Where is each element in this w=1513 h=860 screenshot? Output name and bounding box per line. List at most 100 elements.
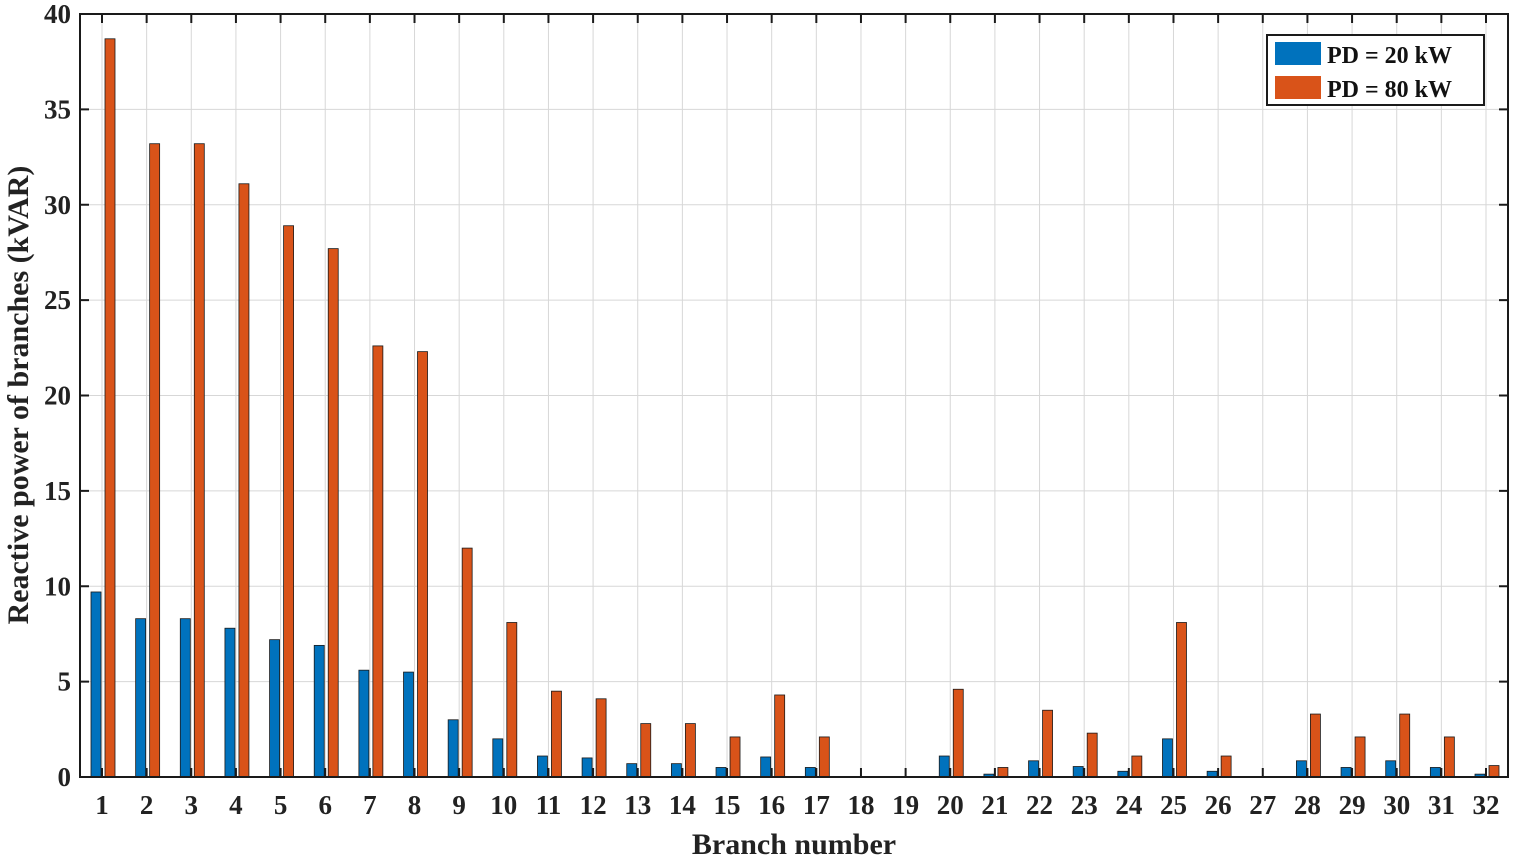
y-tick-label: 0 [58, 762, 72, 792]
bar-series-1-branch-2 [135, 618, 147, 778]
x-tick-label: 8 [408, 790, 422, 820]
bar-series-2-branch-21 [997, 767, 1009, 778]
x-tick-label: 2 [140, 790, 154, 820]
bar-series-2-branch-15 [729, 736, 741, 778]
bar-series-2-branch-23 [1086, 732, 1098, 778]
x-tick-label: 29 [1339, 790, 1366, 820]
x-tick-label: 32 [1473, 790, 1500, 820]
x-tick-label: 27 [1249, 790, 1276, 820]
bar-series-2-branch-1 [104, 38, 116, 778]
bar-series-1-branch-3 [179, 618, 191, 778]
bar-series-1-branch-28 [1296, 760, 1307, 778]
x-tick-label: 6 [318, 790, 332, 820]
bar-series-2-branch-6 [327, 248, 339, 778]
bar-series-2-branch-24 [1131, 755, 1143, 778]
y-tick-label: 10 [44, 571, 71, 601]
x-tick-label: 26 [1205, 790, 1232, 820]
bar-series-2-branch-32 [1488, 765, 1500, 778]
bar-series-1-branch-17 [804, 767, 816, 778]
bar-series-2-branch-29 [1354, 736, 1366, 778]
x-tick-label: 18 [847, 790, 874, 820]
bar-series-2-branch-25 [1176, 622, 1187, 778]
legend-label-series-2: PD = 80 kW [1327, 77, 1452, 103]
bar-series-2-branch-12 [595, 698, 607, 778]
y-tick-label: 15 [44, 476, 71, 506]
x-tick-label: 20 [937, 790, 964, 820]
legend-swatch-series-2 [1275, 76, 1321, 99]
bar-series-1-branch-13 [626, 763, 638, 778]
x-tick-label: 5 [274, 790, 288, 820]
bar-series-2-branch-5 [283, 225, 294, 778]
x-tick-label: 24 [1115, 790, 1142, 820]
bar-series-2-branch-26 [1220, 755, 1232, 778]
bar-series-2-branch-31 [1443, 736, 1455, 778]
x-tick-label: 9 [452, 790, 466, 820]
y-axis-label: Reactive power of branches (kVAR) [2, 166, 35, 625]
bar-series-1-branch-29 [1340, 767, 1352, 778]
y-tick-label: 20 [44, 381, 71, 411]
x-tick-label: 4 [229, 790, 243, 820]
bar-series-2-branch-11 [551, 690, 562, 778]
y-tick-label: 40 [44, 0, 71, 29]
bar-series-1-branch-7 [358, 669, 370, 778]
x-tick-label: 22 [1026, 790, 1053, 820]
bar-series-2-branch-8 [417, 351, 428, 778]
bar-series-1-branch-8 [403, 671, 414, 778]
bar-series-2-branch-16 [774, 694, 786, 778]
x-tick-label: 28 [1294, 790, 1321, 820]
bar-series-2-branch-13 [640, 723, 652, 778]
bar-series-1-branch-11 [537, 755, 548, 778]
bar-series-2-branch-20 [952, 688, 964, 778]
bar-series-2-branch-3 [193, 143, 205, 778]
x-tick-label: 30 [1383, 790, 1410, 820]
x-tick-label: 25 [1160, 790, 1187, 820]
x-tick-label: 10 [490, 790, 517, 820]
x-tick-label: 15 [714, 790, 741, 820]
x-tick-label: 3 [185, 790, 199, 820]
bar-series-1-branch-1 [90, 591, 102, 778]
bar-series-1-branch-6 [313, 644, 325, 778]
bar-series-2-branch-30 [1399, 713, 1411, 778]
x-axis-ticks: 1 2 3 4 5 6 7 8 9 10 11 12 13 14 15 16 17 18 19 20 21 22 23 24 2… [95, 14, 1500, 820]
bar-series-1-branch-14 [670, 763, 682, 778]
y-tick-label: 25 [44, 285, 71, 315]
y-axis-ticks: 0 5 10 15 20 25 30 35 40 [44, 0, 1508, 792]
bar-series-1-branch-12 [581, 757, 593, 778]
bar-series-1-branch-4 [224, 627, 236, 778]
bar-series-1-branch-5 [269, 639, 280, 778]
x-tick-label: 11 [536, 790, 562, 820]
x-tick-label: 12 [580, 790, 607, 820]
bar-series-1-branch-15 [715, 767, 727, 778]
bar-series-2-branch-28 [1310, 713, 1321, 778]
legend-swatch-series-1 [1275, 42, 1321, 65]
bar-series-2-branch-7 [372, 345, 384, 778]
bar-series-2-branch-4 [238, 183, 250, 778]
x-tick-label: 21 [981, 790, 1008, 820]
x-tick-label: 19 [892, 790, 919, 820]
x-tick-label: 23 [1071, 790, 1098, 820]
bar-series-1-branch-10 [492, 738, 504, 778]
x-tick-label: 16 [758, 790, 785, 820]
bar-series-1-branch-31 [1429, 767, 1441, 778]
grid-lines [80, 14, 1508, 777]
bar-series-1-branch-23 [1072, 766, 1084, 778]
bars-group [90, 38, 1500, 778]
x-tick-label: 13 [624, 790, 651, 820]
bar-series-2-branch-14 [684, 723, 696, 778]
bar-series-2-branch-10 [506, 622, 518, 778]
bar-series-1-branch-25 [1162, 738, 1173, 778]
bar-series-1-branch-9 [447, 719, 459, 778]
bar-series-2-branch-9 [461, 547, 473, 778]
legend-label-series-1: PD = 20 kW [1327, 43, 1452, 69]
x-axis-label: Branch number [692, 828, 896, 860]
y-tick-label: 35 [44, 94, 71, 124]
bar-series-1-branch-30 [1385, 760, 1397, 778]
x-tick-label: 7 [363, 790, 377, 820]
bar-series-2-branch-2 [149, 143, 161, 778]
x-tick-label: 1 [95, 790, 109, 820]
bar-series-1-branch-16 [760, 756, 772, 778]
legend: PD = 20 kW PD = 80 kW [1266, 34, 1485, 106]
x-tick-label: 17 [803, 790, 830, 820]
x-tick-label: 14 [669, 790, 696, 820]
